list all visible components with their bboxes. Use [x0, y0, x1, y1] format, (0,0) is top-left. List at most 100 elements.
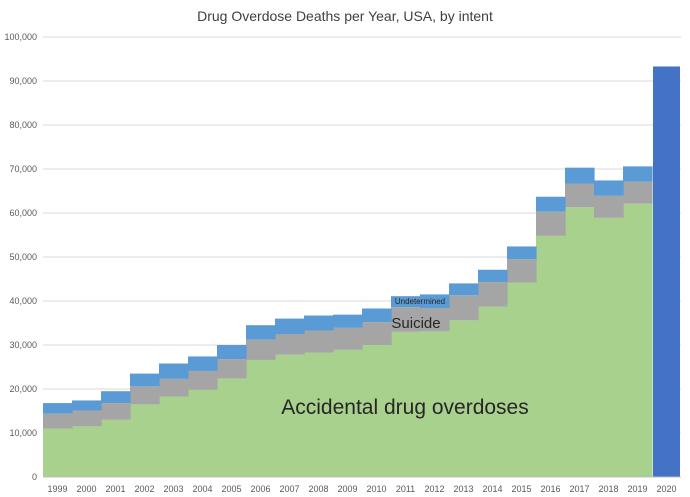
area-segment-suicide	[101, 403, 131, 420]
area-segment-undetermined	[246, 325, 276, 340]
area-segment-undetermined	[449, 283, 479, 296]
area-segment-suicide	[333, 327, 363, 350]
x-tick-label: 2014	[482, 484, 502, 494]
area-segment-suicide	[565, 183, 595, 208]
area-segment-accidental-drug-overdoses	[72, 426, 102, 477]
axes: 0 10,000 20,000 30,000 40,000 50,000 60,000 70,…	[4, 32, 681, 494]
annotation-suicide: Suicide	[391, 315, 440, 332]
area-segment-undetermined	[565, 167, 595, 184]
area-segment-accidental-drug-overdoses	[565, 207, 595, 477]
area-segment-suicide	[391, 307, 421, 332]
area-segment-suicide	[217, 359, 247, 379]
area-segment-undetermined	[391, 296, 421, 308]
x-tick-label: 2012	[424, 484, 444, 494]
x-tick-label: 2016	[540, 484, 560, 494]
y-tick-label: 70,000	[9, 164, 37, 174]
area-segment-suicide	[188, 370, 218, 390]
y-tick-label: 10,000	[9, 428, 37, 438]
annotation-accidental: Accidental drug overdoses	[281, 396, 528, 419]
area-segment-accidental-drug-overdoses	[507, 282, 537, 477]
area-segment-suicide	[246, 339, 276, 360]
area-segment-accidental-drug-overdoses	[246, 359, 276, 477]
area-segment-suicide	[130, 386, 160, 405]
area-segment-undetermined	[159, 363, 189, 379]
area-segment-accidental-drug-overdoses	[449, 320, 479, 477]
x-tick-label: 2018	[598, 484, 618, 494]
area-segment-accidental-drug-overdoses	[188, 389, 218, 477]
area-segment-accidental-drug-overdoses	[391, 331, 421, 477]
x-tick-label: 2001	[105, 484, 125, 494]
area-segment-accidental-drug-overdoses	[43, 428, 73, 477]
area-segment-accidental-drug-overdoses	[304, 352, 334, 477]
area-segment-accidental-drug-overdoses	[101, 419, 131, 477]
x-tick-label: 2006	[250, 484, 270, 494]
area-segment-accidental-drug-overdoses	[130, 404, 160, 477]
x-tick-label: 2003	[163, 484, 183, 494]
x-tick-label: 1999	[47, 484, 67, 494]
area-segment-suicide	[507, 259, 537, 283]
area-segment-undetermined	[594, 180, 624, 196]
area-segment-undetermined	[72, 400, 102, 411]
area-segment-suicide	[159, 378, 189, 397]
y-tick-label: 30,000	[9, 340, 37, 350]
x-tick-label: 2002	[134, 484, 154, 494]
area-segment-suicide	[275, 334, 305, 355]
x-tick-label: 2008	[308, 484, 328, 494]
area-segment-undetermined	[43, 403, 73, 414]
x-tick-label: 2000	[76, 484, 96, 494]
x-tick-label: 2020	[656, 484, 676, 494]
x-tick-label: 2005	[221, 484, 241, 494]
x-tick-label: 2015	[511, 484, 531, 494]
y-tick-label: 80,000	[9, 120, 37, 130]
area-segment-suicide	[304, 330, 334, 353]
area-segment-undetermined	[536, 196, 566, 212]
area-segment-suicide	[420, 308, 450, 332]
x-tick-label: 2010	[366, 484, 386, 494]
annotation-undetermined: Undetermined	[395, 297, 445, 306]
x-tick-label: 2019	[627, 484, 647, 494]
chart-title: Drug Overdose Deaths per Year, USA, by i…	[197, 8, 493, 24]
area-segment-undetermined	[623, 166, 653, 182]
y-tick-label: 60,000	[9, 208, 37, 218]
area-segment-undetermined	[275, 318, 305, 334]
y-tick-label: 40,000	[9, 296, 37, 306]
area-segment-suicide	[449, 295, 479, 321]
area-segment-suicide	[536, 211, 566, 236]
area-segment-undetermined	[188, 356, 218, 371]
bar-2020-total	[653, 66, 680, 477]
area-segment-accidental-drug-overdoses	[275, 354, 305, 477]
y-tick-label: 0	[32, 472, 37, 482]
area-segment-accidental-drug-overdoses	[623, 203, 653, 477]
area-segment-accidental-drug-overdoses	[594, 217, 624, 477]
area-segment-suicide	[594, 195, 624, 218]
x-tick-label: 2007	[279, 484, 299, 494]
area-segment-undetermined	[217, 345, 247, 360]
bar-2020	[653, 66, 680, 477]
area-segment-accidental-drug-overdoses	[536, 235, 566, 477]
area-segment-suicide	[478, 282, 508, 307]
area-segment-undetermined	[362, 308, 392, 323]
area-segment-undetermined	[333, 314, 363, 328]
area-segment-undetermined	[420, 294, 450, 309]
annotations: Accidental drug overdoses Suicide Undete…	[281, 297, 528, 419]
area-segment-undetermined	[304, 315, 334, 331]
area-segment-undetermined	[101, 391, 131, 404]
y-tick-label: 50,000	[9, 252, 37, 262]
y-tick-label: 100,000	[4, 32, 37, 42]
area-segment-undetermined	[130, 373, 160, 387]
area-segment-accidental-drug-overdoses	[333, 349, 363, 477]
area-segment-undetermined	[507, 246, 537, 260]
area-segment-suicide	[623, 181, 653, 204]
area-segment-accidental-drug-overdoses	[217, 378, 247, 477]
stacked-areas	[43, 166, 653, 477]
x-tick-label: 2013	[453, 484, 473, 494]
area-segment-suicide	[43, 413, 73, 429]
area-segment-accidental-drug-overdoses	[478, 306, 508, 477]
area-segment-suicide	[362, 322, 392, 345]
x-tick-label: 2011	[396, 484, 415, 494]
y-tick-label: 90,000	[9, 76, 37, 86]
area-segment-undetermined	[478, 269, 508, 283]
y-tick-label: 20,000	[9, 384, 37, 394]
x-tick-label: 2004	[192, 484, 212, 494]
